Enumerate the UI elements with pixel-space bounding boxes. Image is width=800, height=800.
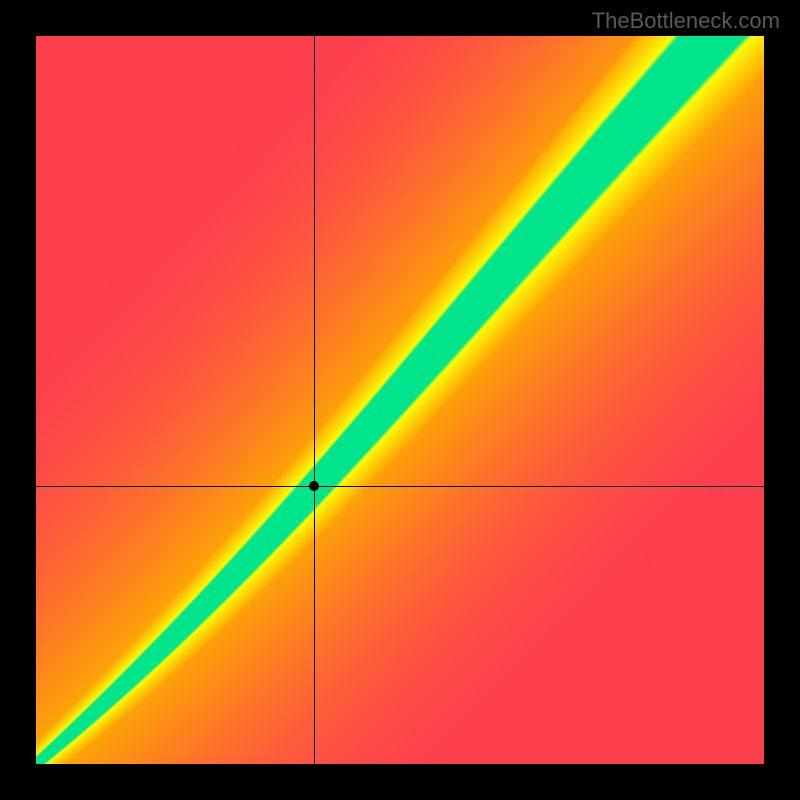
plot-area — [36, 36, 764, 764]
crosshair-horizontal — [36, 486, 764, 487]
chart-container: TheBottleneck.com — [0, 0, 800, 800]
heatmap-canvas — [36, 36, 764, 764]
watermark-text: TheBottleneck.com — [592, 8, 780, 34]
crosshair-vertical — [314, 36, 315, 764]
crosshair-marker — [309, 481, 319, 491]
